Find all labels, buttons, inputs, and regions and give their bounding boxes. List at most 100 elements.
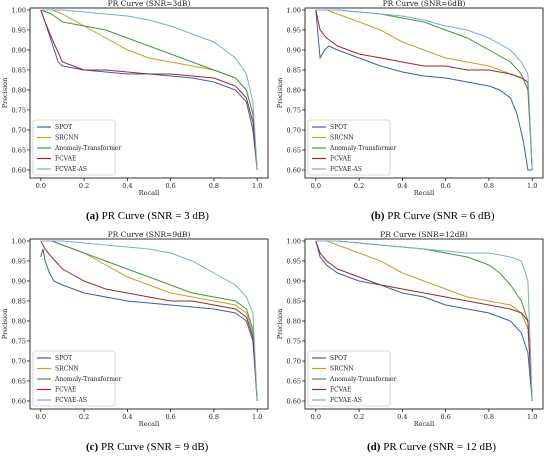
y-tick-label: 1.00 <box>12 237 26 245</box>
y-tick-label: 0.70 <box>287 357 301 365</box>
legend-label: SPOT <box>55 355 72 362</box>
y-tick-label: 0.95 <box>287 26 301 34</box>
y-tick-label: 0.85 <box>12 66 26 74</box>
y-tick-label: 1.00 <box>287 237 301 245</box>
series-line-spot <box>315 240 533 402</box>
panel-caption-b: (b) PR Curve (SNR = 6 dB) <box>371 210 495 222</box>
legend-label: SRCNN <box>330 366 354 373</box>
chart-title: PR Curve (SNR=9dB) <box>108 230 191 239</box>
legend-label: SPOT <box>330 124 347 131</box>
legend-label: FCVAE-AS <box>55 166 87 173</box>
y-tick-label: 0.85 <box>287 66 301 74</box>
y-tick-label: 0.75 <box>12 106 26 114</box>
caption-letter-a: (a) <box>86 210 99 222</box>
y-tick-label: 0.75 <box>287 106 301 114</box>
chart-panel-b: PR Curve (SNR=6dB) 0.60 0.65 0.70 0.75 0.80 0.… <box>275 0 550 231</box>
chart-title: PR Curve (SNR=3dB) <box>108 0 191 8</box>
legend-label: FCVAE-AS <box>330 166 362 173</box>
y-tick-label: 0.80 <box>12 317 26 325</box>
x-tick-label: 0.6 <box>440 182 450 190</box>
x-tick-label: 0.2 <box>354 413 364 421</box>
series-line-fcvae <box>40 9 258 171</box>
y-axis-label: Precision <box>276 309 284 340</box>
y-tick-label: 0.70 <box>287 126 301 134</box>
plot-frame <box>29 238 269 410</box>
caption-letter-b: (b) <box>371 210 385 222</box>
y-tick-label: 1.00 <box>287 6 301 14</box>
legend-label: SRCNN <box>55 366 79 373</box>
y-tick-label: 0.65 <box>287 377 301 385</box>
panel-caption-d: (d) PR Curve (SNR = 12 dB) <box>367 441 496 453</box>
y-axis-label: Precision <box>1 309 9 340</box>
y-tick-label: 0.65 <box>287 146 301 154</box>
x-tick-label: 0.4 <box>122 413 132 421</box>
y-tick-label: 0.75 <box>287 337 301 345</box>
x-tick-label: 0.6 <box>440 413 450 421</box>
y-tick-label: 0.65 <box>12 377 26 385</box>
series-line-fcvae-as <box>315 240 533 402</box>
x-tick-label: 1.0 <box>527 182 537 190</box>
pr-curve-chart-c: PR Curve (SNR=9dB) 0.60 0.65 0.70 0.75 0.80 0.… <box>1 230 269 428</box>
y-axis-label: Precision <box>276 78 284 109</box>
x-tick-label: 0.0 <box>311 182 321 190</box>
x-tick-label: 0.2 <box>354 182 364 190</box>
x-tick-label: 0.0 <box>311 413 321 421</box>
legend-box <box>32 119 116 176</box>
x-tick-label: 0.6 <box>165 413 175 421</box>
y-tick-label: 0.70 <box>12 126 26 134</box>
y-tick-label: 0.60 <box>287 166 301 174</box>
series-line-spot <box>315 9 533 171</box>
chart-panel-c: PR Curve (SNR=9dB) 0.60 0.65 0.70 0.75 0.80 0.… <box>0 230 275 462</box>
y-tick-label: 0.70 <box>12 357 26 365</box>
plot-frame <box>29 7 269 179</box>
y-tick-label: 0.85 <box>12 297 26 305</box>
y-tick-label: 0.60 <box>12 397 26 405</box>
series-line-fcvae-as <box>315 9 533 171</box>
y-tick-label: 0.60 <box>12 166 26 174</box>
chart-title: PR Curve (SNR=12dB) <box>380 230 468 239</box>
legend-label: FCVAE <box>55 387 76 394</box>
caption-letter-c: (c) <box>86 441 99 453</box>
y-tick-label: 0.85 <box>287 297 301 305</box>
x-axis-label: Recall <box>414 189 434 197</box>
pr-curve-chart-a: PR Curve (SNR=3dB) 0.60 0.65 0.70 0.75 0.80 0.… <box>1 0 269 197</box>
legend-box <box>307 350 391 407</box>
legend-box <box>307 119 391 176</box>
y-tick-label: 0.90 <box>12 46 26 54</box>
x-tick-label: 1.0 <box>252 182 262 190</box>
x-tick-label: 0.4 <box>397 413 407 421</box>
y-tick-label: 0.80 <box>287 317 301 325</box>
series-line-fcvae-as <box>40 240 258 402</box>
legend-label: Anomaly-Transformer <box>329 376 397 383</box>
y-axis-label: Precision <box>1 78 9 109</box>
series-line-fcvae <box>40 240 258 402</box>
x-axis-label: Recall <box>139 420 159 428</box>
chart-panel-a: PR Curve (SNR=3dB) 0.60 0.65 0.70 0.75 0.80 0.… <box>0 0 275 231</box>
caption-text-c: PR Curve (SNR = 9 dB) <box>98 441 209 453</box>
caption-text-d: PR Curve (SNR = 12 dB) <box>380 441 497 453</box>
y-tick-label: 0.90 <box>12 277 26 285</box>
series-line-spot <box>40 9 258 171</box>
series-line-fcvae-as <box>40 9 258 171</box>
x-tick-label: 0.8 <box>484 182 494 190</box>
y-tick-label: 0.60 <box>287 397 301 405</box>
panel-caption-a: (a) PR Curve (SNR = 3 dB) <box>86 210 209 222</box>
series-line-srcnn <box>315 240 533 402</box>
x-tick-label: 0.8 <box>209 413 219 421</box>
x-tick-label: 0.6 <box>165 182 175 190</box>
y-tick-label: 0.90 <box>287 277 301 285</box>
y-tick-label: 0.80 <box>12 86 26 94</box>
x-axis-label: Recall <box>414 420 434 428</box>
series-line-anomaly-transformer <box>40 9 258 171</box>
panel-caption-c: (c) PR Curve (SNR = 9 dB) <box>86 441 208 453</box>
legend-label: SRCNN <box>330 135 354 142</box>
legend-label: FCVAE-AS <box>330 397 362 404</box>
x-tick-label: 0.4 <box>397 182 407 190</box>
legend-label: FCVAE-AS <box>55 397 87 404</box>
y-tick-label: 1.00 <box>12 6 26 14</box>
series-line-fcvae <box>315 9 533 171</box>
legend-label: SRCNN <box>55 135 79 142</box>
x-axis-label: Recall <box>139 189 159 197</box>
legend-label: Anomaly-Transformer <box>54 376 122 383</box>
plot-frame <box>304 238 544 410</box>
